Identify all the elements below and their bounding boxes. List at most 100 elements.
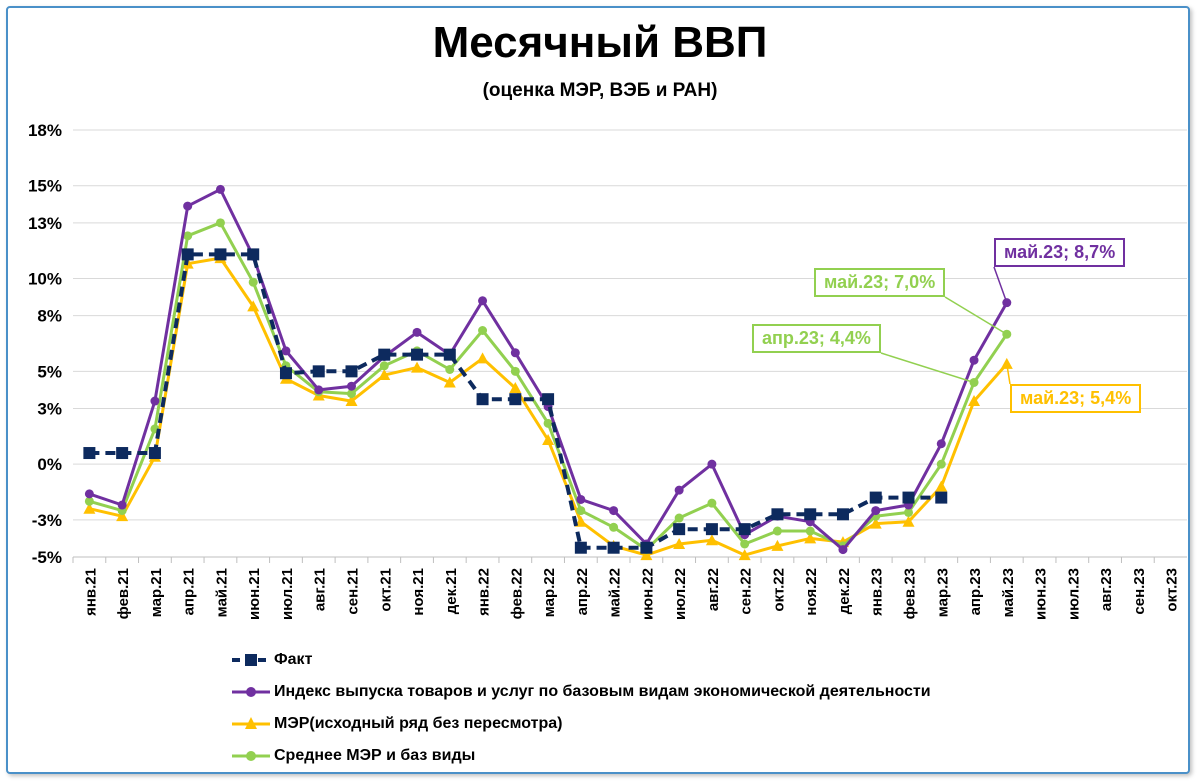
point-mer bbox=[738, 549, 751, 561]
legend-label-mer: МЭР(исходный ряд без пересмотра) bbox=[274, 715, 563, 732]
x-tick-label: окт.21 bbox=[377, 568, 394, 612]
legend-item-mer: МЭР(исходный ряд без пересмотра) bbox=[232, 708, 1032, 740]
point-fact bbox=[771, 508, 784, 521]
x-tick-label: ноя.21 bbox=[410, 568, 427, 616]
point-average bbox=[510, 366, 520, 376]
point-fact bbox=[869, 491, 882, 504]
series-line-index bbox=[88, 187, 1009, 552]
legend-item-index: Индекс выпуска товаров и услуг по базовы… bbox=[232, 676, 1032, 708]
point-average bbox=[609, 522, 619, 532]
point-mer bbox=[640, 549, 653, 561]
point-mer bbox=[1000, 357, 1013, 369]
y-tick-label: -3% bbox=[32, 511, 62, 530]
point-average bbox=[478, 326, 488, 336]
point-fact bbox=[607, 541, 620, 554]
point-fact bbox=[378, 348, 391, 361]
x-tick-label: дек.22 bbox=[836, 568, 853, 614]
point-average bbox=[183, 231, 193, 241]
point-average bbox=[379, 361, 389, 371]
point-mer bbox=[509, 382, 522, 394]
y-tick-label: 13% bbox=[28, 214, 62, 233]
x-tick-label: май.23 bbox=[1000, 568, 1017, 617]
point-average bbox=[215, 218, 225, 228]
legend-item-average: Среднее МЭР и баз виды bbox=[232, 740, 1032, 772]
point-index bbox=[412, 327, 422, 337]
point-average bbox=[674, 513, 684, 523]
x-tick-label: июн.22 bbox=[639, 568, 656, 620]
point-mer bbox=[804, 532, 817, 544]
legend-swatch-fact bbox=[232, 654, 270, 666]
point-average bbox=[84, 496, 94, 506]
point-fact bbox=[83, 447, 96, 460]
point-index bbox=[871, 506, 881, 516]
x-tick-label: май.22 bbox=[607, 568, 624, 617]
point-mer bbox=[378, 369, 391, 381]
point-mer bbox=[935, 480, 948, 492]
x-tick-label: окт.22 bbox=[770, 568, 787, 612]
x-tick-label: май.21 bbox=[213, 568, 230, 617]
x-tick-label: фев.21 bbox=[115, 568, 132, 619]
point-fact bbox=[148, 447, 161, 460]
point-fact bbox=[345, 365, 358, 378]
y-tick-label: 10% bbox=[28, 270, 62, 289]
point-mer bbox=[411, 361, 424, 373]
point-index bbox=[183, 201, 193, 211]
point-average bbox=[445, 364, 455, 374]
point-fact bbox=[640, 541, 653, 554]
x-tick-label: авг.23 bbox=[1098, 568, 1115, 611]
x-tick-label: сен.23 bbox=[1131, 568, 1148, 615]
annotation-average-may23: май.23; 7,0% bbox=[814, 268, 946, 297]
point-fact bbox=[804, 508, 817, 521]
legend-label-average: Среднее МЭР и баз виды bbox=[274, 747, 476, 764]
point-fact bbox=[673, 523, 686, 536]
x-tick-label: янв.21 bbox=[82, 568, 99, 616]
legend-label-fact: Факт bbox=[274, 651, 313, 668]
point-mer bbox=[542, 434, 555, 446]
point-fact bbox=[836, 508, 849, 521]
point-index bbox=[510, 348, 520, 358]
point-mer bbox=[968, 395, 981, 407]
point-fact bbox=[181, 248, 194, 261]
x-tick-label: окт.23 bbox=[1164, 568, 1181, 612]
point-average bbox=[543, 418, 553, 428]
x-tick-label: мар.23 bbox=[934, 568, 951, 617]
point-mer bbox=[83, 502, 96, 514]
point-fact bbox=[574, 541, 587, 554]
point-fact bbox=[116, 447, 129, 460]
point-fact bbox=[312, 365, 325, 378]
point-index bbox=[281, 346, 291, 356]
y-tick-label: 3% bbox=[37, 399, 62, 418]
annotation-leader bbox=[944, 296, 1008, 335]
x-tick-label: июн.21 bbox=[246, 568, 263, 620]
x-tick-label: июл.22 bbox=[672, 568, 689, 620]
annotation-leader bbox=[993, 266, 1008, 303]
chart-legend: Факт Индекс выпуска товаров и услуг по б… bbox=[232, 644, 1032, 772]
point-mer bbox=[771, 539, 784, 551]
legend-swatch-mer bbox=[232, 717, 270, 729]
chart-title: Месячный ВВП bbox=[432, 18, 768, 67]
x-tick-label: мар.22 bbox=[541, 568, 558, 617]
point-index bbox=[117, 500, 127, 510]
x-tick-label: авг.21 bbox=[312, 568, 329, 611]
point-average bbox=[740, 539, 750, 549]
y-tick-label: 5% bbox=[37, 362, 62, 381]
y-tick-label: 0% bbox=[37, 455, 62, 474]
y-tick-label: 15% bbox=[28, 177, 62, 196]
legend-swatch-average bbox=[232, 751, 270, 761]
x-tick-label: авг.22 bbox=[705, 568, 722, 611]
x-tick-label: фев.23 bbox=[902, 568, 919, 619]
point-fact bbox=[247, 248, 260, 261]
chart-subtitle: (оценка МЭР, ВЭБ и РАН) bbox=[482, 80, 718, 101]
x-tick-label: янв.22 bbox=[476, 568, 493, 616]
point-mer bbox=[673, 538, 686, 550]
point-index bbox=[936, 439, 946, 449]
y-tick-label: 8% bbox=[37, 307, 62, 326]
x-tick-label: апр.23 bbox=[967, 568, 984, 615]
chart-frame bbox=[6, 6, 1190, 774]
y-tick-label: 18% bbox=[28, 121, 62, 140]
point-index bbox=[707, 459, 717, 469]
x-tick-label: июн.23 bbox=[1033, 568, 1050, 620]
annotation-index-may23: май.23; 8,7% bbox=[994, 238, 1126, 267]
annotation-mer-may23: май.23; 5,4% bbox=[1010, 384, 1142, 413]
